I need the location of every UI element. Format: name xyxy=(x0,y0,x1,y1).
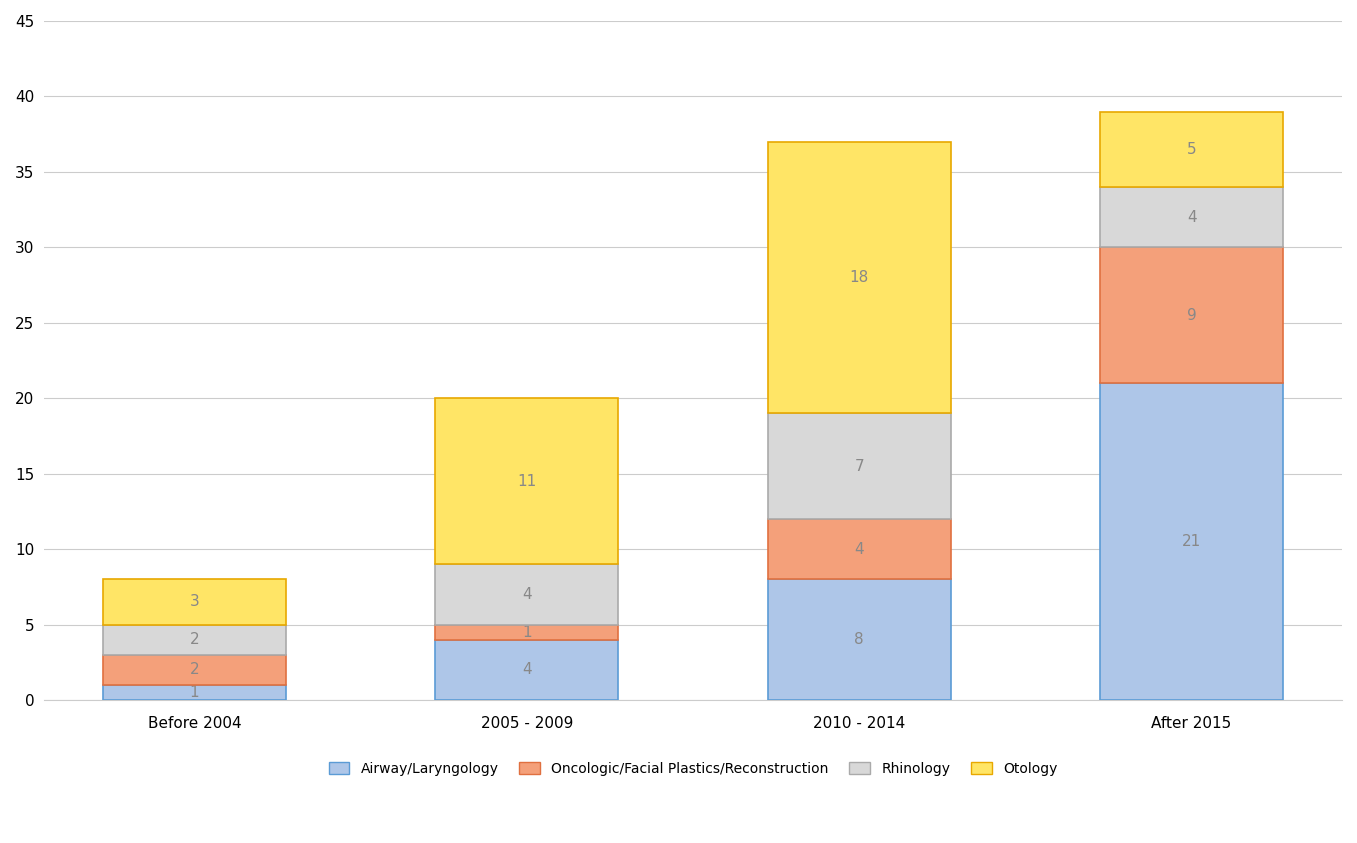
Bar xyxy=(436,564,619,625)
Text: 21: 21 xyxy=(1182,534,1201,549)
Bar xyxy=(1101,247,1282,383)
Text: 4: 4 xyxy=(522,663,532,677)
Bar xyxy=(436,640,619,700)
Text: 4: 4 xyxy=(855,541,864,556)
Text: 3: 3 xyxy=(190,594,199,609)
Bar xyxy=(768,413,951,519)
Text: 4: 4 xyxy=(522,587,532,602)
Bar xyxy=(1101,111,1282,187)
Text: 9: 9 xyxy=(1187,308,1197,323)
Bar xyxy=(103,579,286,625)
Text: 1: 1 xyxy=(522,625,532,640)
Bar xyxy=(1101,383,1282,700)
Text: 18: 18 xyxy=(849,270,868,285)
Text: 5: 5 xyxy=(1187,142,1197,157)
Text: 11: 11 xyxy=(517,474,536,489)
Bar xyxy=(436,398,619,564)
Bar xyxy=(768,519,951,579)
Text: 4: 4 xyxy=(1187,210,1197,224)
Text: 2: 2 xyxy=(190,632,199,647)
Bar xyxy=(1101,187,1282,247)
Bar xyxy=(436,625,619,640)
Text: 1: 1 xyxy=(190,685,199,700)
Text: 7: 7 xyxy=(855,459,864,474)
Bar xyxy=(103,625,286,655)
Bar xyxy=(103,655,286,685)
Legend: Airway/Laryngology, Oncologic/Facial Plastics/Reconstruction, Rhinology, Otology: Airway/Laryngology, Oncologic/Facial Pla… xyxy=(323,756,1063,781)
Bar xyxy=(103,685,286,700)
Bar xyxy=(768,579,951,700)
Bar xyxy=(768,142,951,413)
Text: 2: 2 xyxy=(190,663,199,677)
Text: 8: 8 xyxy=(855,632,864,647)
